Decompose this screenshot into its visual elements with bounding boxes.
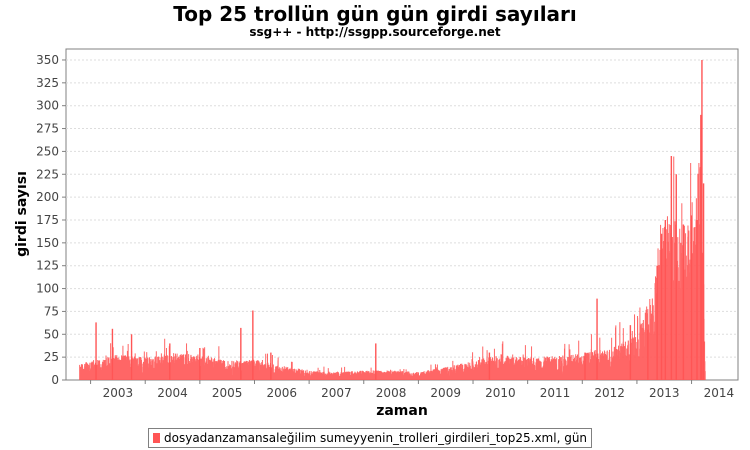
y-tick-label: 25 [44, 350, 59, 364]
y-tick-label: 275 [36, 122, 59, 136]
y-tick-label: 125 [36, 259, 59, 273]
y-tick-label: 300 [36, 99, 59, 113]
x-tick-label: 2008 [376, 386, 407, 400]
legend: dosyadanzamansaleğilim sumeyyenin_trolle… [148, 428, 593, 448]
y-tick-label: 250 [36, 144, 59, 158]
y-tick-label: 325 [36, 76, 59, 90]
axis-layer: 0 25 50 75 100 125 150 175 200 225 250 275 300 325 350… [36, 53, 734, 400]
x-tick-label: 2006 [267, 386, 298, 400]
y-tick-label: 225 [36, 167, 59, 181]
x-tick-label: 2009 [430, 386, 461, 400]
y-tick-label: 100 [36, 282, 59, 296]
y-tick-label: 200 [36, 190, 59, 204]
y-tick-label: 175 [36, 213, 59, 227]
y-tick-label: 150 [36, 236, 59, 250]
x-tick-label: 2013 [649, 386, 680, 400]
chart-title: Top 25 trollün gün gün girdi sayıları [173, 2, 577, 26]
legend-swatch [153, 433, 160, 443]
grid-layer [66, 59, 738, 358]
y-tick-label: 350 [36, 53, 59, 67]
x-tick-label: 2012 [594, 386, 625, 400]
plot-area [65, 48, 739, 381]
x-axis-title: zaman [376, 403, 428, 419]
chart-subtitle: ssg++ - http://ssgpp.sourceforge.net [249, 25, 501, 39]
y-axis-title: girdi sayısı [14, 171, 30, 257]
x-tick-label: 2004 [157, 386, 188, 400]
x-tick-label: 2007 [321, 386, 352, 400]
x-tick-label: 2010 [485, 386, 516, 400]
x-tick-label: 2014 [704, 386, 735, 400]
x-tick-label: 2003 [103, 386, 134, 400]
y-tick-label: 75 [44, 304, 59, 318]
legend-label: dosyadanzamansaleğilim sumeyyenin_trolle… [164, 431, 588, 445]
x-tick-label: 2005 [212, 386, 243, 400]
y-tick-label: 50 [44, 327, 59, 341]
x-tick-label: 2011 [540, 386, 571, 400]
bars-layer [79, 59, 706, 380]
daily-bars [79, 156, 706, 380]
y-tick-label: 0 [51, 373, 59, 387]
